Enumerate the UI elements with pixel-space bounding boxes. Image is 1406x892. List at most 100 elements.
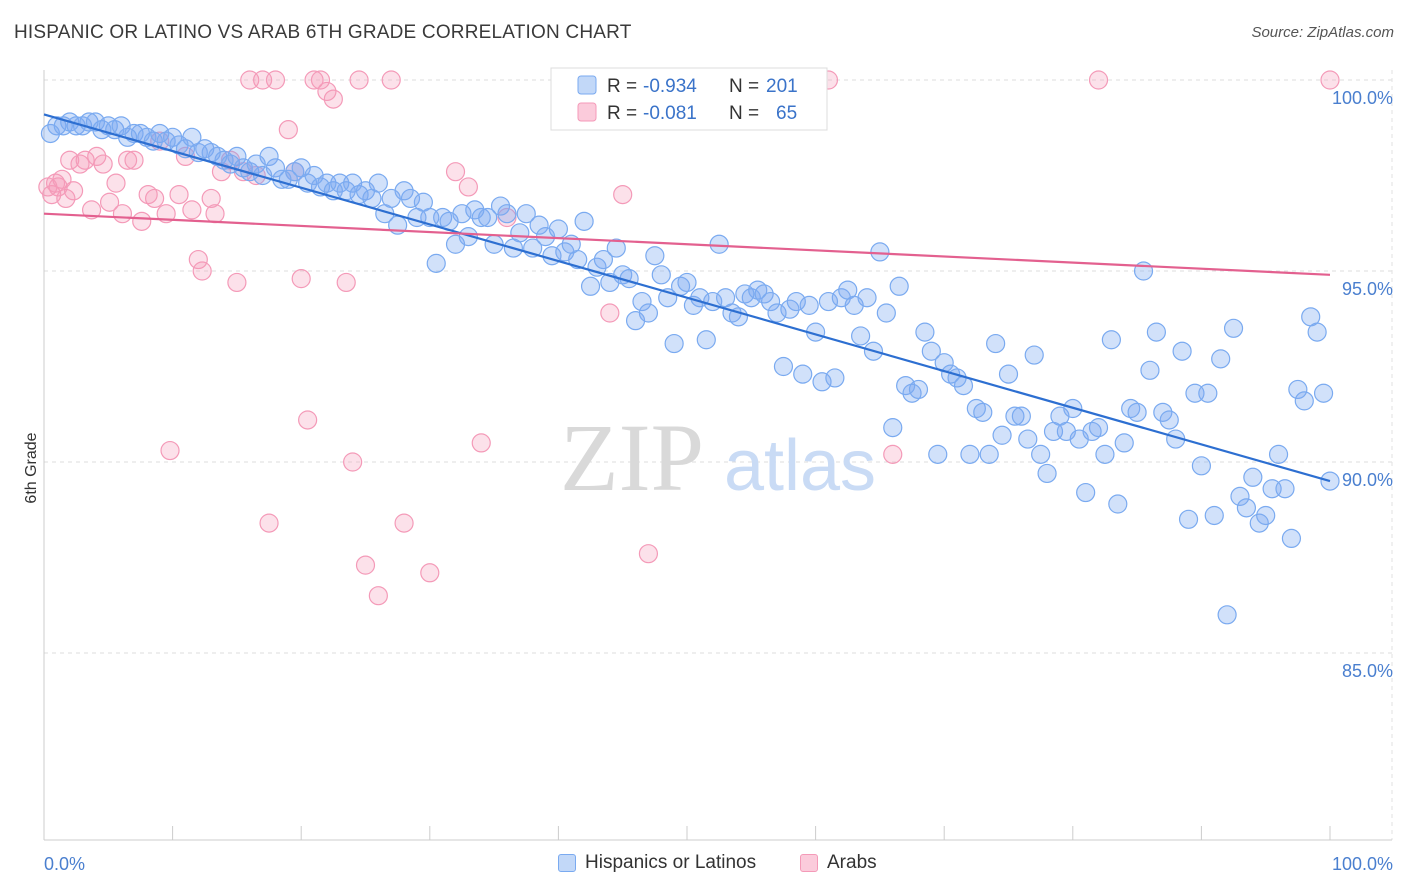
hispanic-point [163,127,183,147]
legend-r-value-1: -0.081 [643,103,697,124]
arab-point [124,150,144,170]
hispanic-point [1281,528,1302,549]
hispanic-point [915,322,935,342]
arab-point [259,513,279,533]
hispanic-point [490,196,511,216]
watermark-atlas: atlas [724,426,876,506]
hispanic-point [664,333,684,354]
hispanic-point [529,215,549,235]
hispanic-point [1095,444,1115,464]
hispanic-point [400,188,421,209]
arab-point [291,269,311,289]
bottom-legend: Hispanics or Latinos Arabs [0,852,1406,880]
arab-point [323,89,343,109]
arab-point [87,146,107,166]
hispanic-point [47,116,67,136]
hispanic-point [426,253,446,273]
arab-point [182,200,202,220]
hispanic-point [240,162,260,182]
hispanic-point [516,204,536,224]
arab-point [112,204,133,224]
hispanic-point [1011,406,1031,426]
hispanic-point [1140,360,1160,380]
hispanic-point [1127,402,1147,422]
hispanic-point [1223,318,1244,338]
hispanic-point [510,223,530,243]
hispanic-point [773,356,794,377]
arab-point [343,452,363,472]
hispanic-point [1018,429,1038,449]
arab-point [458,177,478,197]
arab-point [613,185,633,205]
arab-point [75,150,95,170]
arab-point [192,261,212,281]
arab-point [304,70,324,90]
hispanic-point [857,288,877,308]
hispanic-point [497,204,517,224]
arab-point [638,544,659,564]
x-tick-label: 100.0% [1332,854,1393,874]
arab-point [42,185,62,205]
arab-point [310,70,331,90]
arab-point [420,563,440,583]
hispanic-point [1204,505,1224,526]
hispanic-point [452,204,472,224]
hispanic-point [1031,444,1051,464]
source-label: Source: ZipAtlas.com [1251,24,1394,41]
arab-point [201,188,221,209]
legend-swatch-arabs [577,102,597,122]
hispanic-point [851,326,871,346]
hispanic-point [580,276,601,296]
hispanic-points [40,112,1340,625]
arab-point [160,440,180,461]
hispanic-point [799,295,819,315]
trend-lines [43,113,1331,483]
hispanic-point [998,364,1019,384]
hispanic-point [896,376,916,396]
x-tick-label: 0.0% [44,854,85,874]
hispanic-point [1191,456,1212,476]
hispanic-point [606,238,626,258]
hispanic-point [227,146,247,166]
top-legend: R = -0.934 N = 201 R = -0.081 N = 65 [550,67,828,131]
arab-point [1088,70,1109,90]
hispanic-point [458,227,478,247]
hispanic-point [870,242,890,262]
hispanic-point [876,303,896,323]
hispanic-point [793,364,813,384]
hispanic-point [960,444,980,464]
arab-point [349,70,369,90]
hispanic-point [677,272,697,293]
arab-point [227,272,247,293]
bottom-legend-item-hispanic: Hispanics or Latinos [558,852,756,874]
arabs-points [38,70,1340,606]
hispanic-point [825,368,845,388]
tick-labels: 100.0% 95.0% 90.0% 85.0% 0.0% 100.0% [44,88,1393,874]
hispanic-point [593,249,614,270]
grid-lines [44,70,1393,840]
arab-point [169,185,189,205]
hispanic-point [1114,433,1134,453]
legend-n-value-0: 201 [766,76,798,97]
hispanic-point [259,146,279,166]
hispanic-trend-line [43,113,1331,483]
hispanic-point [1217,605,1237,625]
arab-point [60,150,80,170]
legend-r-value-0: -0.934 [643,76,697,97]
arab-point [99,192,120,212]
hispanic-point [921,341,941,361]
hispanic-point [150,123,170,144]
arab-point [600,303,620,323]
y-tick-label: 95.0% [1342,279,1393,299]
arab-trend-line [43,212,1331,276]
hispanic-point [1294,391,1314,411]
hispanic-point [568,249,588,270]
arab-point [63,181,84,201]
chart-title: HISPANIC OR LATINO VS ARAB 6TH GRADE COR… [14,22,632,43]
hispanic-point [1153,402,1173,422]
hispanic-point [760,291,781,312]
bottom-legend-label-hispanic: Hispanics or Latinos [585,852,757,873]
hispanic-point [928,444,948,464]
arab-point [81,200,102,220]
arab-point [188,249,208,270]
